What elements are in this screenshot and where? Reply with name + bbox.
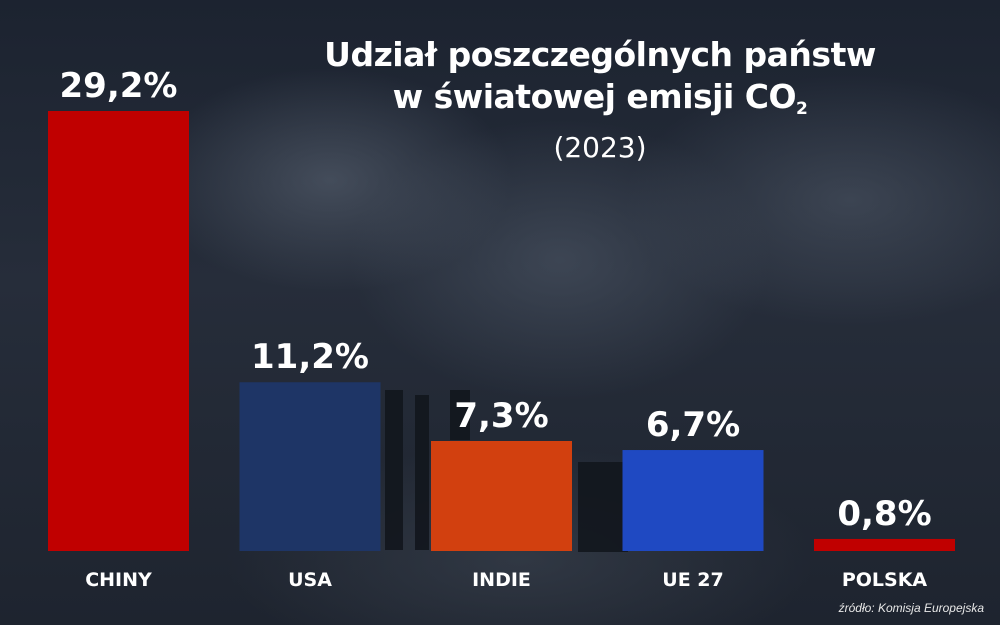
category-label: CHINY <box>85 569 152 591</box>
title-line-2-main: w światowej emisji CO <box>392 77 797 116</box>
value-label: 7,3% <box>454 396 548 436</box>
chart-title: Udział poszczególnych państw w światowej… <box>240 34 960 166</box>
title-subscript: 2 <box>796 99 808 119</box>
source-note: źródło: Komisja Europejska <box>838 601 984 615</box>
factory-chimney <box>450 390 470 440</box>
value-label: 29,2% <box>60 66 178 106</box>
title-line-1: Udział poszczególnych państw <box>324 35 876 74</box>
value-label: 6,7% <box>646 405 740 445</box>
category-label: UE 27 <box>662 569 723 591</box>
category-label: USA <box>288 569 332 591</box>
title-line-2: w światowej emisji CO2 <box>240 76 960 130</box>
bar-ue-27 <box>622 450 764 551</box>
chart-subtitle: (2023) <box>553 131 647 164</box>
bar-chiny <box>48 111 189 551</box>
factory-building <box>578 462 628 552</box>
value-label: 0,8% <box>837 494 931 534</box>
bar-polska <box>814 538 955 551</box>
category-label: POLSKA <box>842 569 928 591</box>
bar-indie <box>431 441 572 551</box>
category-label: INDIE <box>472 569 531 591</box>
value-label: 11,2% <box>251 337 369 377</box>
factory-chimney <box>385 390 403 550</box>
factory-chimney <box>415 395 429 550</box>
bar-usa <box>239 382 381 551</box>
